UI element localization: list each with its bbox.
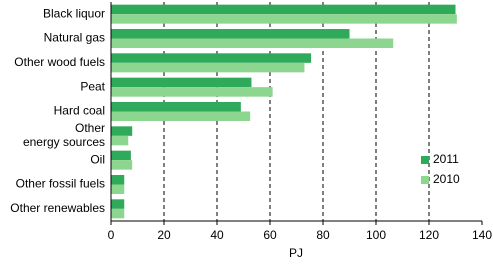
bar (111, 53, 312, 63)
y-tick-label: Natural gas (44, 31, 105, 45)
y-tick-label: Other energy sources (23, 121, 105, 149)
bar (111, 111, 251, 121)
legend-label: 2010 (433, 172, 460, 186)
bar (111, 4, 456, 15)
y-tick-label: Hard coal (54, 104, 105, 118)
x-tick-label: 0 (108, 228, 115, 242)
x-tick-label: 100 (366, 228, 386, 242)
x-axis-label: PJ (289, 246, 303, 260)
bar (111, 208, 125, 219)
y-tick-label: Oil (90, 152, 105, 166)
bar (111, 38, 394, 48)
bar (111, 160, 133, 170)
y-tick-label: Other fossil fuels (16, 177, 105, 191)
bar (111, 14, 457, 24)
y-tick-label: Black liquor (43, 6, 105, 20)
bar (111, 175, 125, 185)
legend-swatch (421, 156, 429, 164)
bar (111, 199, 125, 209)
x-tick-label: 120 (419, 228, 439, 242)
y-tick-label: Other renewables (10, 201, 105, 215)
bar (111, 102, 241, 112)
bar (111, 62, 305, 73)
bar (111, 135, 129, 146)
legend-swatch (421, 176, 429, 184)
bar (111, 184, 125, 194)
y-tick-label: Other wood fuels (14, 55, 105, 69)
legend-label: 2011 (433, 152, 459, 166)
bar (111, 150, 131, 161)
y-tick-label: Peat (80, 79, 105, 93)
x-tick-label: 140 (472, 228, 492, 242)
bar (111, 87, 273, 97)
x-tick-label: 40 (210, 228, 224, 242)
bar (111, 126, 133, 136)
bar (111, 29, 350, 39)
x-tick-label: 80 (316, 228, 330, 242)
x-tick-label: 60 (263, 228, 277, 242)
bar (111, 77, 252, 88)
x-tick-label: 20 (157, 228, 171, 242)
